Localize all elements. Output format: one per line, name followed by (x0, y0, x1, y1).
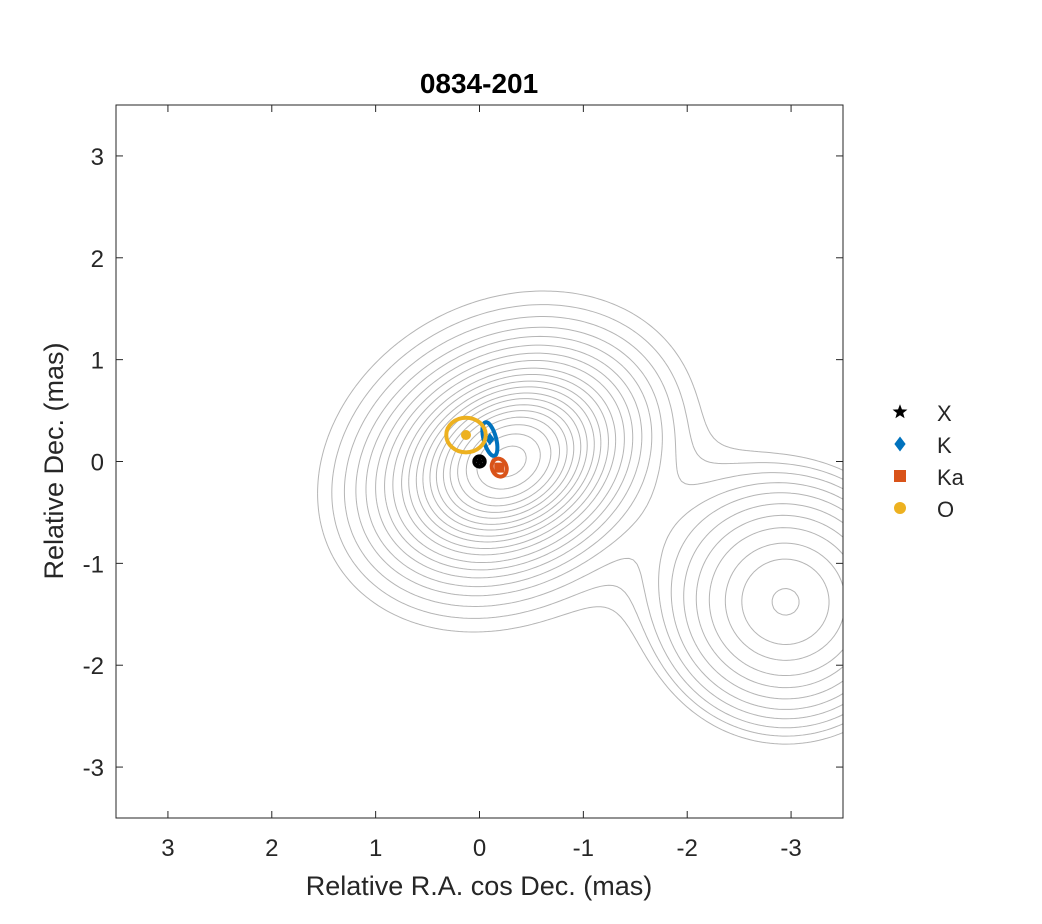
x-axis-title: Relative R.A. cos Dec. (mas) (306, 871, 653, 901)
legend-label-ka: Ka (937, 465, 965, 490)
marker-ka (494, 462, 505, 473)
contour-level-8 (429, 392, 588, 531)
contour-level-14 (384, 352, 843, 689)
contour-level-11 (408, 373, 830, 645)
legend-marker-ka (894, 470, 906, 482)
legend-marker-o (894, 502, 906, 514)
y-tick-label: 3 (91, 144, 104, 171)
contour-level-7 (435, 398, 582, 525)
legend-marker-k (894, 436, 906, 452)
marker-layer (444, 415, 509, 479)
legend-marker-x (892, 404, 908, 419)
y-tick-label: -1 (83, 551, 104, 578)
x-tick-label: -3 (780, 835, 801, 862)
contour-level-13 (392, 359, 843, 677)
contour-level-18 (343, 316, 843, 729)
y-tick-label: -3 (83, 755, 104, 782)
contour-level-16 (365, 335, 843, 710)
contour-level-12 (401, 367, 843, 661)
contour-level-9 (422, 386, 595, 537)
contour-level-3 (465, 424, 552, 499)
x-tick-label: -2 (677, 835, 698, 862)
error-ellipse-ka (489, 456, 509, 479)
contour-level-19 (331, 304, 843, 737)
contour-level-10 (415, 380, 800, 616)
x-tick-label: 1 (369, 835, 382, 862)
legend-label-x: X (937, 401, 952, 426)
contour-layer (317, 290, 843, 745)
y-tick-label: 1 (91, 348, 104, 375)
error-ellipse-o (444, 415, 488, 455)
tick-layer: 3 2 1 0 -1 -2 -3 3 2 1 0 -1 -2 -3 (83, 105, 843, 862)
legend-label-k: K (937, 433, 952, 458)
contour-level-4 (457, 416, 561, 507)
legend-label-o: O (937, 497, 954, 522)
contour-level-17 (355, 326, 843, 720)
y-tick-label: -2 (83, 653, 104, 680)
legend: XK Ka O (892, 401, 965, 522)
x-tick-label: 3 (161, 835, 174, 862)
y-tick-label: 0 (91, 450, 104, 477)
contour-level-15 (375, 344, 843, 700)
y-tick-label: 2 (91, 246, 104, 273)
marker-x (473, 455, 486, 467)
x-tick-label: 0 (473, 835, 486, 862)
marker-o (460, 430, 471, 441)
contour-level-20 (317, 290, 843, 745)
x-tick-label: -1 (573, 835, 594, 862)
y-axis-title: Relative Dec. (mas) (39, 342, 69, 579)
chart-title: 0834-201 (420, 68, 538, 99)
x-tick-label: 2 (265, 835, 278, 862)
